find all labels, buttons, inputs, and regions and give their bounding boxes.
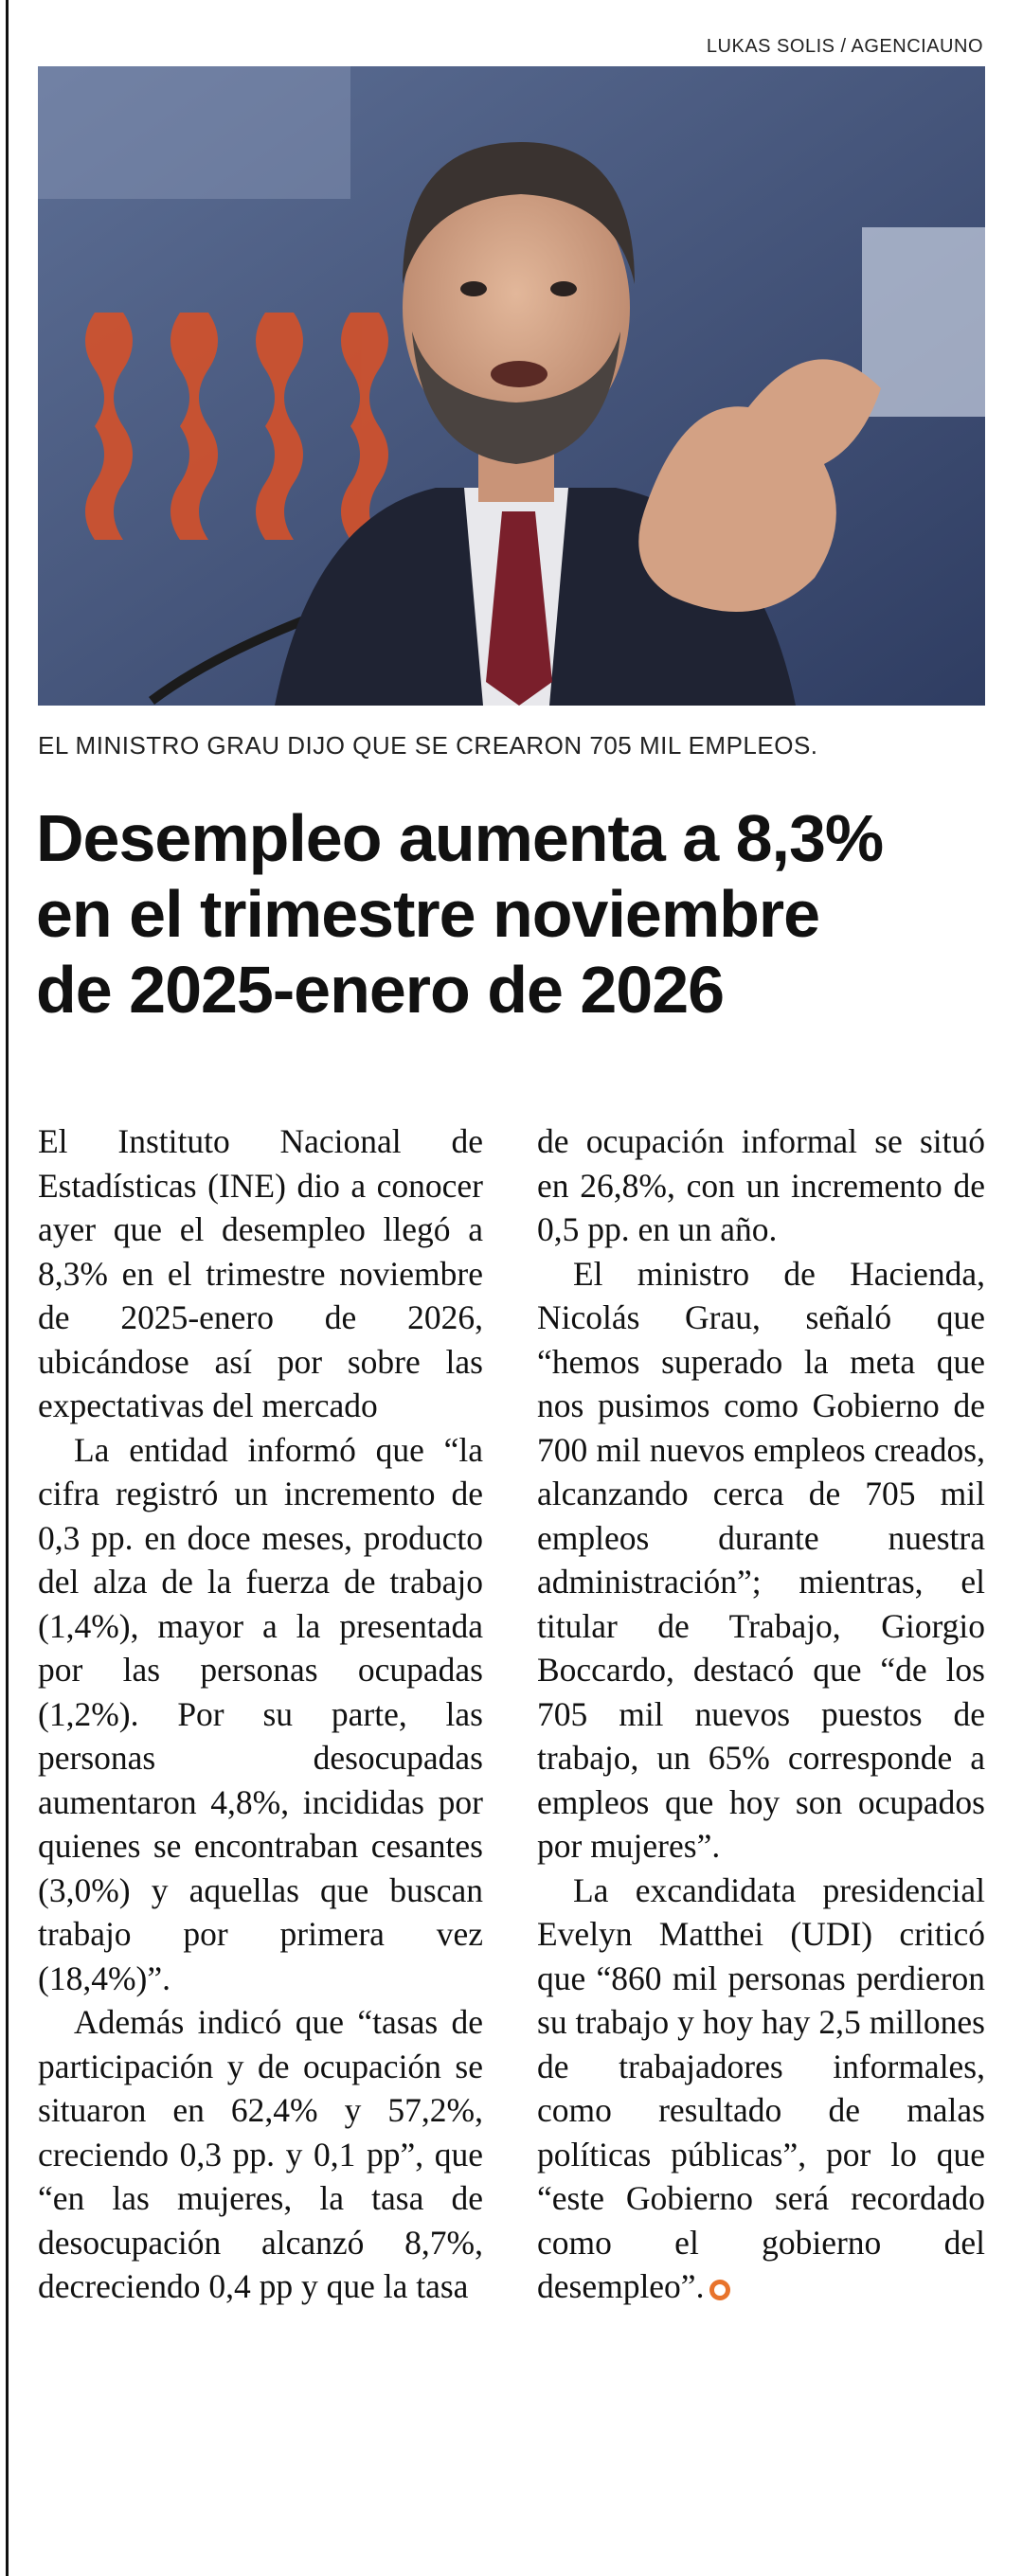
news-photo	[38, 66, 985, 706]
paragraph: La entidad informó que “la cifra registr…	[38, 1430, 483, 1997]
end-of-article-icon	[709, 2279, 731, 2300]
paragraph: El ministro de Hacienda, Nicolás Grau, s…	[537, 1254, 985, 1866]
body-column-left: El Instituto Nacional de Estadísticas (I…	[38, 1119, 483, 2309]
headline-line: de 2025-enero de 2026	[36, 953, 725, 1027]
paragraph-last: La excandidata presidencial Evelyn Matth…	[537, 1869, 985, 2309]
paragraph-text: La excandidata presidencial Evelyn Matth…	[537, 1870, 985, 2306]
photo-caption: EL MINISTRO GRAU DIJO QUE SE CREARON 705…	[38, 731, 818, 760]
minister-photo-illustration	[38, 66, 985, 706]
paragraph: de ocupación informal se situó en 26,8%,…	[537, 1122, 985, 1248]
headline-line: en el trimestre noviembre	[36, 877, 820, 951]
paragraph: El Instituto Nacional de Estadísticas (I…	[38, 1122, 483, 1424]
column-rule	[6, 0, 9, 2576]
headline-line: Desempleo aumenta a 8,3%	[36, 801, 884, 875]
photo-credit: LUKAS SOLIS / AGENCIAUNO	[706, 36, 983, 57]
paragraph: Además indicó que “tasas de participació…	[38, 2003, 483, 2305]
body-column-right: de ocupación informal se situó en 26,8%,…	[537, 1119, 985, 2309]
headline: Desempleo aumenta a 8,3% en el trimestre …	[36, 800, 993, 1028]
